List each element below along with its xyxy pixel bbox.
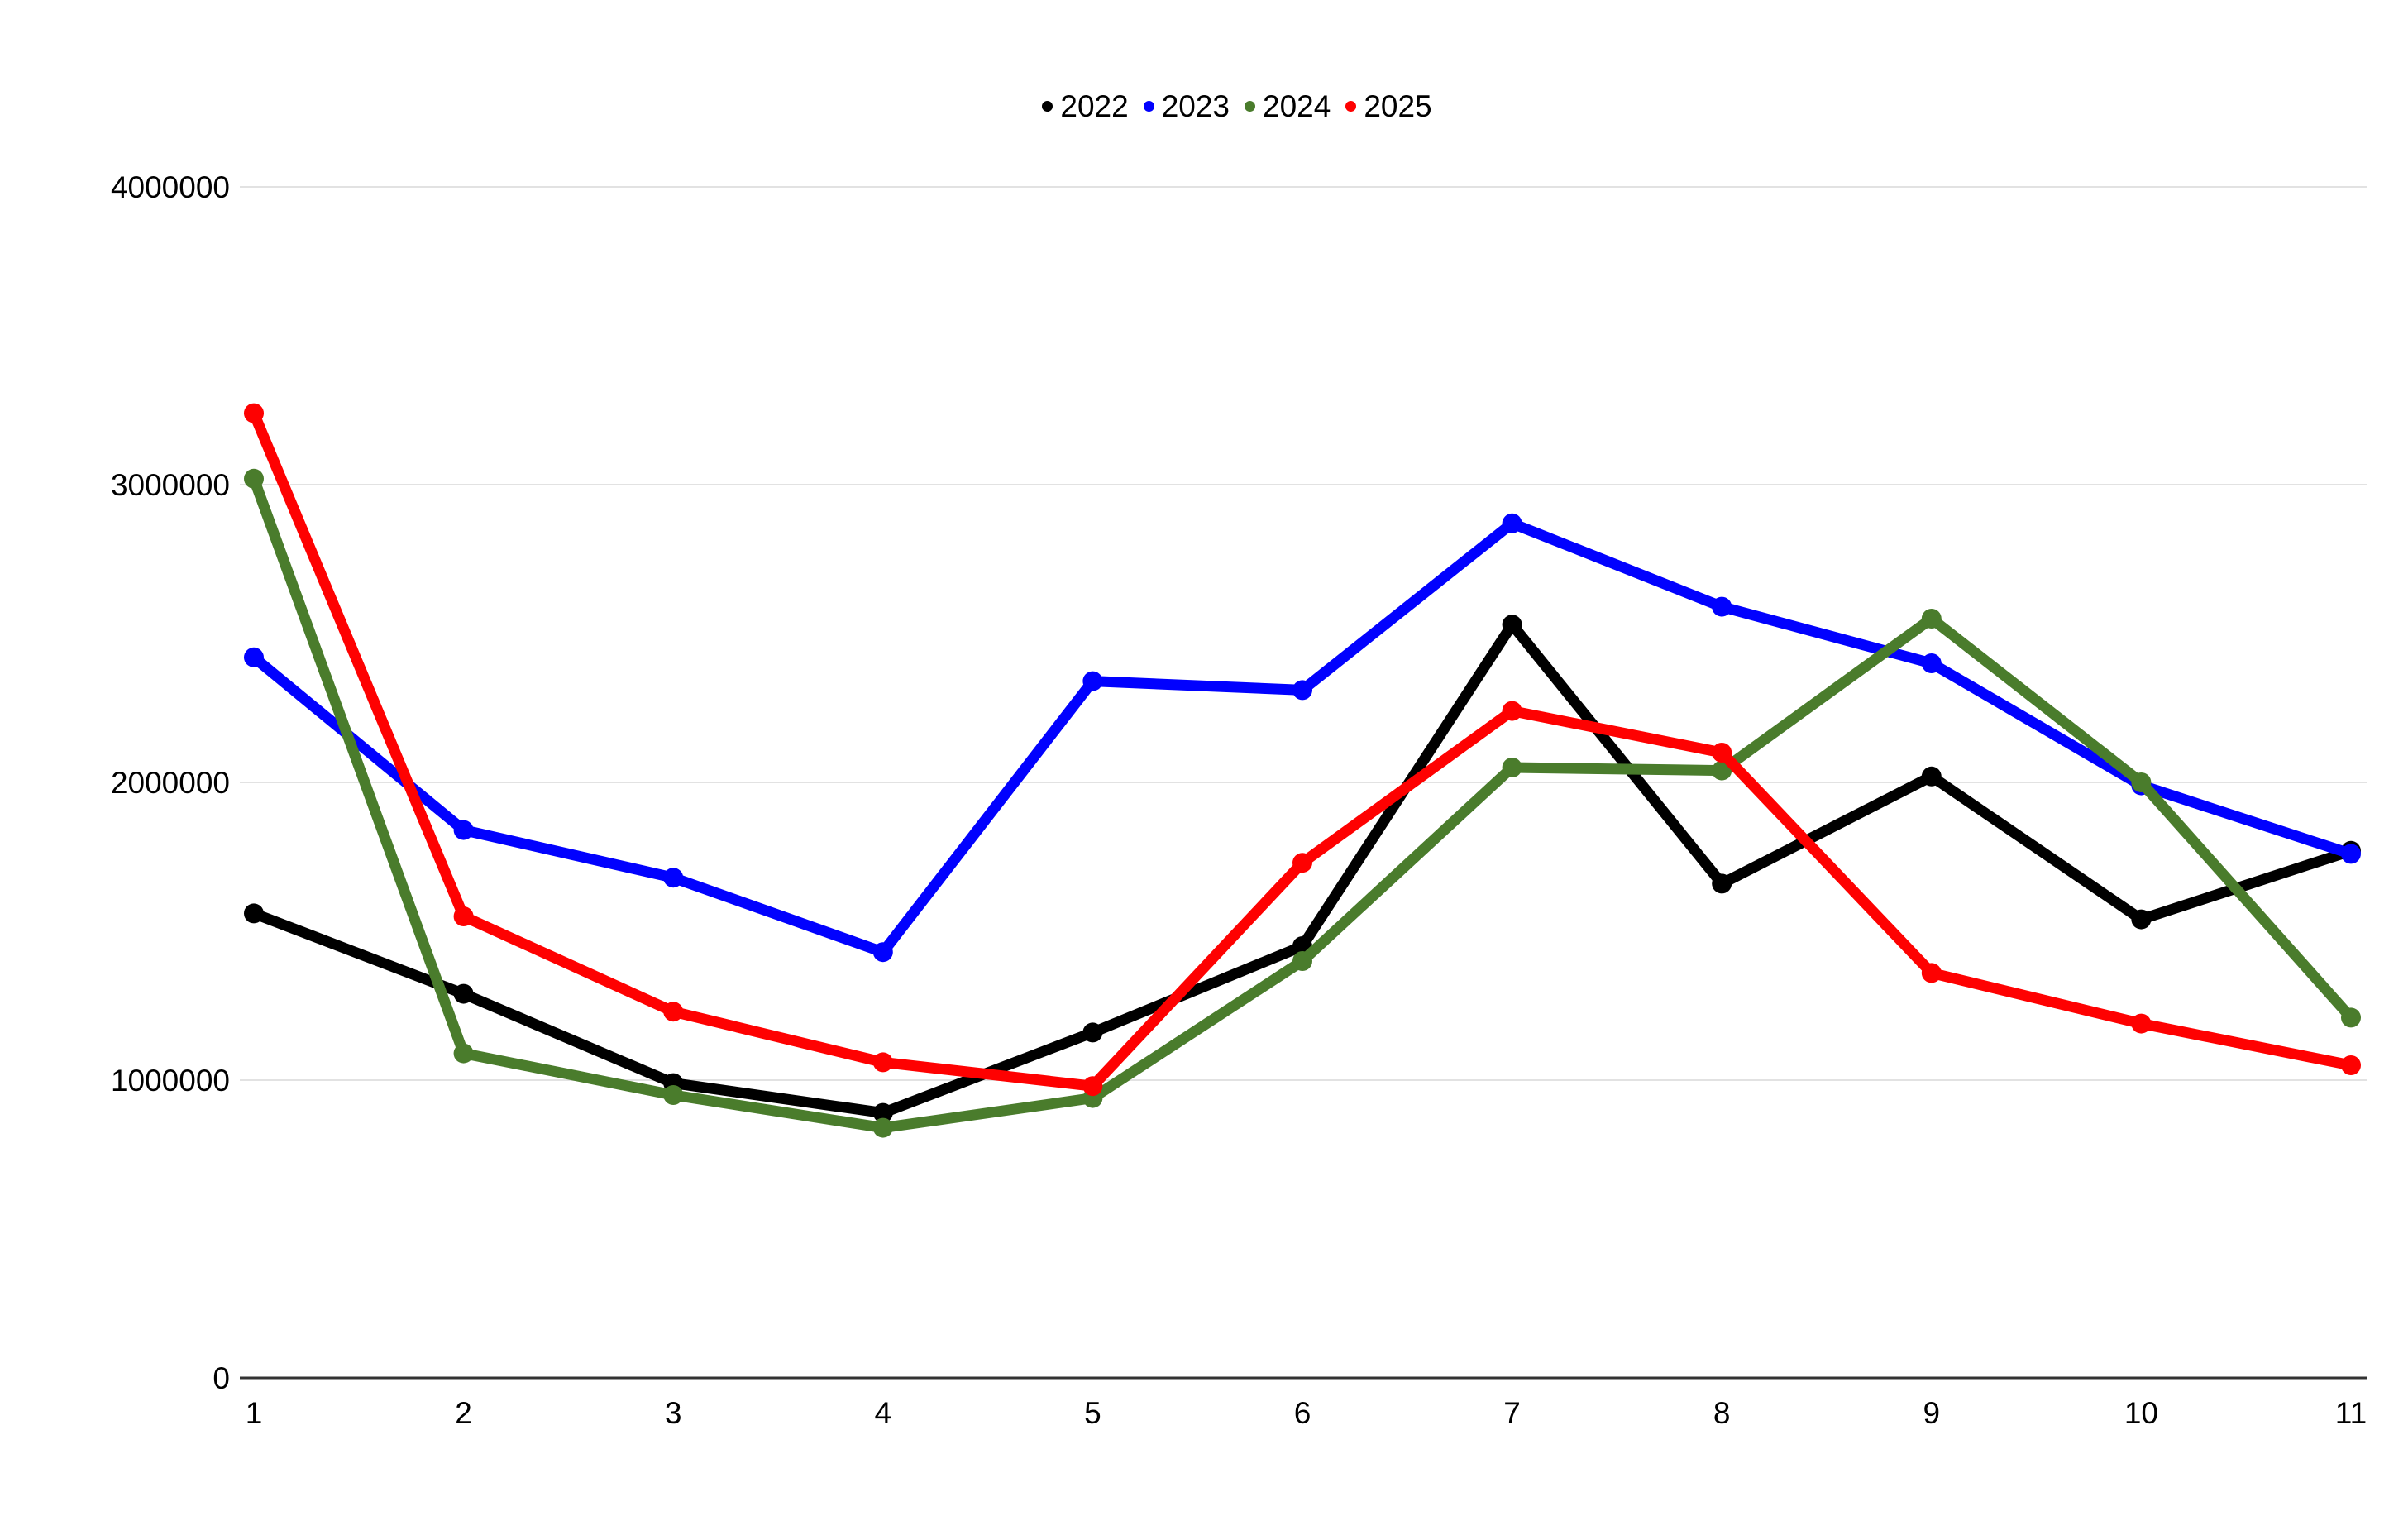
y-tick-label: 0 [213,1361,230,1395]
data-point-marker-2025-5 [1082,1076,1103,1097]
x-tick-label: 5 [1084,1396,1101,1430]
y-tick-label: 3000000 [111,468,230,502]
data-point-marker-2024-2 [453,1043,474,1064]
data-point-marker-2022-10 [2131,909,2152,930]
data-point-marker-2024-1 [244,468,264,489]
data-point-marker-2023-1 [244,647,264,667]
data-point-marker-2025-6 [1292,853,1312,873]
data-point-marker-2023-3 [663,868,684,888]
data-point-marker-2022-4 [872,1102,893,1123]
x-tick-label: 6 [1294,1396,1312,1430]
x-tick-label: 7 [1503,1396,1521,1430]
data-point-marker-2023-9 [1921,653,1942,673]
data-point-marker-2023-6 [1292,680,1312,701]
data-point-marker-2025-7 [1502,701,1522,721]
series-line-2023 [248,518,2357,958]
data-point-marker-2022-7 [1502,615,1522,635]
data-point-marker-2023-8 [1712,596,1732,617]
data-point-marker-2024-4 [872,1117,893,1138]
data-point-marker-2022-9 [1921,766,1942,787]
data-point-marker-2023-4 [872,942,893,963]
data-point-marker-2025-9 [1921,963,1942,983]
data-point-marker-2025-1 [244,403,264,423]
y-tick-label: 2000000 [111,766,230,800]
x-tick-label: 3 [665,1396,682,1430]
y-tick-label: 4000000 [111,170,230,204]
data-point-marker-2023-11 [2341,844,2361,864]
data-point-marker-2024-7 [1502,758,1522,777]
data-point-marker-2022-5 [1082,1022,1103,1043]
data-point-marker-2023-2 [453,820,474,840]
data-point-marker-2023-7 [1502,513,1522,533]
data-point-marker-2025-2 [453,906,474,926]
x-tick-label: 11 [2335,1396,2367,1430]
x-tick-label: 4 [875,1396,892,1430]
y-tick-label: 1000000 [111,1064,230,1098]
chart-plot-area: 0 1000000 2000000 3000000 4000000 1 2 3 4 5 6 7 8 9 10… [111,170,2367,1430]
data-point-marker-2025-3 [663,1002,684,1022]
x-tick-label: 8 [1713,1396,1731,1430]
data-point-marker-2025-11 [2341,1055,2361,1075]
data-point-marker-2022-8 [1712,873,1732,894]
data-point-marker-2025-8 [1712,743,1732,763]
data-point-marker-2024-3 [663,1085,684,1105]
data-point-marker-2023-5 [1082,671,1103,691]
x-tick-label: 1 [246,1396,263,1430]
data-point-marker-2022-1 [244,903,264,924]
data-point-marker-2025-10 [2131,1013,2152,1034]
data-point-marker-2025-4 [872,1052,893,1073]
data-point-marker-2024-9 [1921,609,1942,629]
line-chart-figure: 2022 2023 2024 2025 0 1000000 2000000 3000000 4… [33,13,2408,1503]
x-tick-label: 10 [2124,1396,2158,1430]
data-point-marker-2024-10 [2131,772,2152,792]
data-point-marker-2024-11 [2341,1007,2361,1028]
series-line-2024 [248,473,2357,1134]
data-point-marker-2024-6 [1292,951,1312,971]
series-line-2025 [248,408,2357,1092]
x-tick-label: 2 [455,1396,472,1430]
data-point-marker-2022-2 [453,983,474,1004]
x-tick-label: 9 [1923,1396,1941,1430]
